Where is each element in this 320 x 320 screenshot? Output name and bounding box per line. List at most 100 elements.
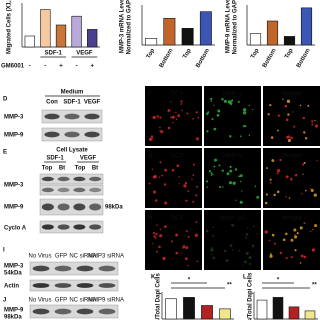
cell-signal bbox=[159, 234, 163, 238]
cell-signal bbox=[242, 125, 245, 128]
panel-letter: J bbox=[3, 298, 6, 304]
cell-signal bbox=[273, 242, 276, 245]
cell-signal bbox=[185, 246, 189, 250]
bar bbox=[40, 9, 51, 48]
lane-label: MMP9 siRNA bbox=[88, 298, 124, 304]
micrograph bbox=[263, 86, 320, 146]
cell-signal bbox=[159, 161, 162, 164]
channel-label: Merged bbox=[281, 154, 301, 160]
bar bbox=[219, 308, 231, 320]
blot bbox=[29, 279, 119, 292]
cell-signal bbox=[269, 254, 273, 258]
cell-signal bbox=[164, 168, 168, 172]
blot-band bbox=[32, 308, 50, 315]
blot-band bbox=[73, 187, 86, 193]
bar bbox=[165, 298, 177, 320]
cell-signal bbox=[290, 256, 293, 259]
blot-band bbox=[32, 265, 50, 272]
blot-band bbox=[89, 203, 102, 211]
cell-signal bbox=[238, 175, 241, 178]
cell-signal bbox=[285, 175, 289, 179]
cell-signal bbox=[175, 233, 179, 237]
blot-band bbox=[32, 283, 50, 288]
cell-signal bbox=[178, 176, 180, 178]
cell-signal bbox=[172, 121, 174, 124]
cell-signal bbox=[248, 262, 251, 266]
cell-signal bbox=[269, 104, 272, 107]
cell-signal bbox=[277, 114, 280, 117]
cell-signal bbox=[316, 159, 318, 162]
marker-label: 54kDa bbox=[4, 271, 22, 277]
blot-band bbox=[54, 265, 72, 272]
row-label: MMP-3 bbox=[4, 115, 24, 121]
cell-signal bbox=[170, 116, 172, 119]
blot-band bbox=[89, 176, 102, 182]
cell-signal bbox=[311, 120, 314, 123]
cell-signal bbox=[279, 158, 282, 162]
cell-signal bbox=[212, 226, 215, 228]
cell-signal bbox=[231, 224, 235, 227]
cell-signal bbox=[181, 252, 183, 254]
y-axis-label: cells/Total Dapi Cells bbox=[156, 273, 162, 320]
cell-signal bbox=[152, 190, 157, 194]
cell-signal bbox=[304, 189, 307, 192]
blot-band bbox=[41, 176, 54, 182]
blot-band bbox=[64, 131, 80, 138]
lane-label: Top bbox=[75, 166, 86, 172]
cell-signal bbox=[210, 248, 214, 252]
blot-band bbox=[57, 187, 70, 193]
cell-signal bbox=[156, 224, 158, 226]
cell-signal bbox=[151, 168, 154, 171]
cell-signal bbox=[175, 251, 179, 255]
cell-signal bbox=[299, 104, 302, 107]
cell-signal bbox=[307, 104, 310, 107]
cell-signal bbox=[158, 176, 161, 178]
cell-signal bbox=[197, 116, 200, 119]
row-label: MMP-3 bbox=[4, 264, 24, 270]
cell-signal bbox=[253, 225, 255, 228]
cell-signal bbox=[152, 232, 156, 235]
bar bbox=[183, 297, 195, 320]
bar bbox=[256, 299, 268, 320]
row-label: MMP-3 bbox=[4, 183, 24, 189]
cell-signal bbox=[153, 235, 156, 238]
cell-signal bbox=[221, 169, 224, 172]
cell-signal bbox=[229, 135, 232, 138]
bar bbox=[300, 7, 313, 46]
cell-signal bbox=[185, 230, 188, 233]
blot-band bbox=[54, 308, 72, 315]
blot bbox=[39, 220, 104, 234]
cell-signal bbox=[279, 251, 283, 255]
cell-signal bbox=[299, 226, 303, 230]
blot-band bbox=[41, 203, 54, 211]
cell-signal bbox=[273, 193, 276, 197]
cell-signal bbox=[267, 113, 270, 116]
cell-signal bbox=[156, 115, 159, 118]
cell-signal bbox=[206, 130, 209, 133]
cell-signal bbox=[269, 178, 272, 181]
cell-signal bbox=[229, 165, 232, 169]
cell-signal bbox=[185, 199, 188, 202]
cell-signal bbox=[315, 126, 318, 128]
cell-signal bbox=[192, 200, 195, 203]
cell-signal bbox=[285, 118, 289, 122]
cell-signal bbox=[184, 182, 188, 185]
cell-signal bbox=[245, 236, 247, 239]
cell-signal bbox=[212, 234, 215, 237]
blot bbox=[39, 184, 104, 196]
blot-band bbox=[98, 283, 116, 288]
blot bbox=[39, 198, 104, 216]
cell-signal bbox=[303, 222, 306, 225]
cell-signal bbox=[230, 224, 233, 226]
treatment-sign: - bbox=[76, 64, 78, 70]
cell-signal bbox=[309, 230, 312, 233]
cell-signal bbox=[162, 256, 166, 261]
cell-signal bbox=[196, 260, 199, 263]
cell-signal bbox=[158, 245, 161, 249]
cell-signal bbox=[268, 239, 271, 242]
category-label: Top bbox=[284, 48, 295, 60]
blot-band bbox=[76, 265, 94, 272]
cell-signal bbox=[302, 116, 306, 120]
cell-signal bbox=[159, 116, 162, 119]
cell-signal bbox=[243, 124, 247, 128]
